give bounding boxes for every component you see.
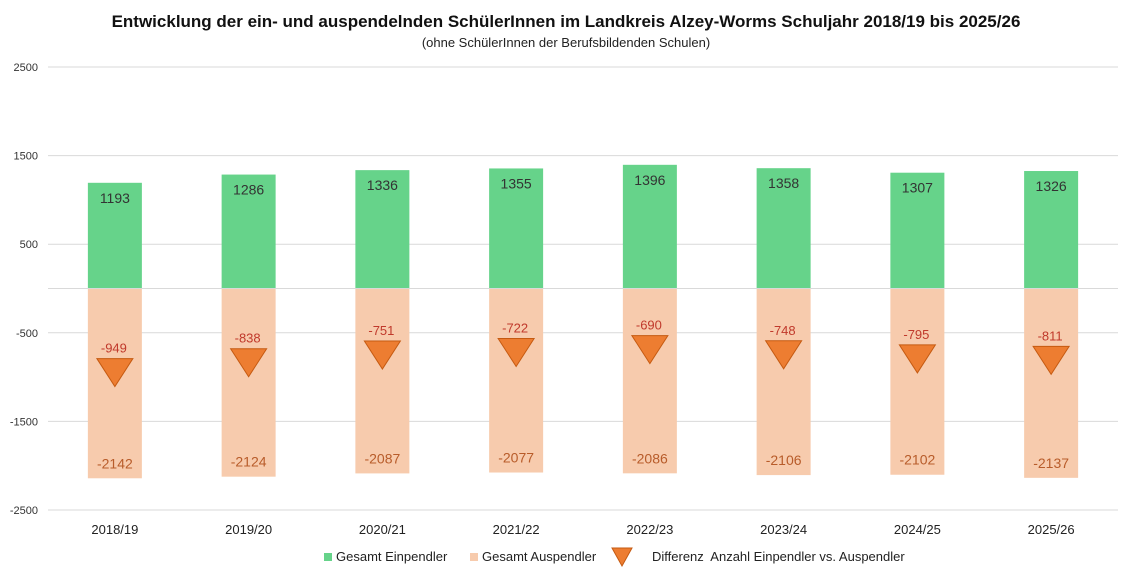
- einpendler-value-label: 1193: [100, 190, 130, 206]
- auspendler-bar: [489, 288, 544, 473]
- differenz-marker: [497, 337, 536, 368]
- x-tick-label: 2022/23: [626, 522, 673, 537]
- einpendler-bar: [1024, 171, 1079, 289]
- differenz-value-label: -811: [1038, 328, 1063, 343]
- y-tick-label: 500: [20, 239, 38, 251]
- differenz-marker: [95, 358, 134, 388]
- auspendler-bar: [221, 288, 276, 477]
- einpendler-bar: [489, 168, 544, 289]
- x-tick-label: 2023/24: [760, 522, 807, 537]
- einpendler-bar: [622, 164, 677, 289]
- differenz-markers: [95, 335, 1071, 388]
- einpendler-bar: [890, 172, 945, 289]
- einpendler-bar: [221, 174, 276, 289]
- differenz-marker: [363, 340, 402, 370]
- einpendler-value-label: 1355: [501, 175, 532, 191]
- x-tick-label: 2019/20: [225, 522, 272, 537]
- x-tick-label: 2021/22: [493, 522, 540, 537]
- auspendler-value-label: -2137: [1033, 455, 1069, 471]
- einpendler-value-label: 1286: [233, 182, 264, 198]
- y-axis-ticks: 2500 1500 500 -500 -1500 -2500: [10, 62, 38, 517]
- auspendler-bar: [622, 288, 677, 474]
- legend-label: Gesamt Auspendler: [482, 549, 597, 564]
- x-tick-label: 2018/19: [91, 522, 138, 537]
- y-tick-label: 1500: [14, 151, 38, 163]
- auspendler-bars: [87, 288, 1079, 479]
- x-tick-label: 2020/21: [359, 522, 406, 537]
- differenz-value-label: -838: [235, 331, 261, 346]
- differenz-marker: [764, 340, 803, 370]
- y-tick-label: -2500: [10, 505, 38, 517]
- auspendler-value-label: -2087: [364, 450, 400, 466]
- differenz-value-label: -795: [903, 327, 929, 342]
- einpendler-bar: [355, 170, 410, 289]
- legend: Gesamt Einpendler Gesamt Auspendler Differ…: [324, 547, 905, 568]
- x-tick-label: 2025/26: [1028, 522, 1075, 537]
- differenz-value-label: -949: [101, 341, 127, 356]
- auspendler-bar: [1024, 288, 1079, 478]
- y-tick-label: 2500: [14, 62, 38, 74]
- y-tick-label: -500: [16, 328, 38, 340]
- y-tick-label: -1500: [10, 416, 38, 428]
- differenz-marker: [630, 335, 669, 365]
- einpendler-bars: [87, 164, 1079, 289]
- data-labels: 1193 -2142 -949 1286 -2124 -838 1336 -2087 -751 1…: [97, 172, 1069, 471]
- x-tick-label: 2024/25: [894, 522, 941, 537]
- chart-title: Entwicklung der ein- und auspendelnden S…: [112, 12, 1021, 31]
- differenz-value-label: -748: [770, 323, 796, 338]
- legend-triangle-icon: [611, 547, 633, 568]
- chart-subtitle: (ohne SchülerInnen der Berufsbildenden S…: [422, 35, 710, 50]
- legend-swatch: [470, 553, 478, 561]
- differenz-marker: [898, 344, 937, 374]
- auspendler-value-label: -2086: [632, 450, 668, 466]
- einpendler-bar: [756, 168, 811, 289]
- differenz-marker: [1032, 345, 1071, 376]
- einpendler-value-label: 1326: [1036, 178, 1067, 194]
- einpendler-bar: [87, 182, 142, 289]
- einpendler-value-label: 1396: [634, 172, 665, 188]
- einpendler-value-label: 1307: [902, 180, 933, 196]
- legend-label: Differenz Anzahl Einpendler vs. Auspendl…: [652, 549, 905, 564]
- einpendler-value-label: 1358: [768, 175, 799, 191]
- auspendler-bar: [355, 288, 410, 474]
- auspendler-bar: [890, 288, 945, 475]
- differenz-value-label: -722: [502, 320, 528, 335]
- auspendler-bar: [756, 288, 811, 476]
- differenz-marker: [229, 348, 268, 378]
- x-axis-ticks: 2018/19 2019/20 2020/21 2021/22 2022/23 2023/…: [91, 522, 1074, 537]
- auspendler-value-label: -2077: [498, 450, 534, 466]
- einpendler-value-label: 1336: [367, 177, 398, 193]
- auspendler-value-label: -2142: [97, 455, 133, 471]
- differenz-value-label: -690: [636, 318, 662, 333]
- differenz-value-label: -751: [368, 323, 394, 338]
- auspendler-value-label: -2106: [766, 452, 802, 468]
- legend-label: Gesamt Einpendler: [336, 549, 448, 564]
- legend-swatch: [324, 553, 332, 561]
- auspendler-value-label: -2124: [231, 454, 267, 470]
- auspendler-value-label: -2102: [899, 452, 935, 468]
